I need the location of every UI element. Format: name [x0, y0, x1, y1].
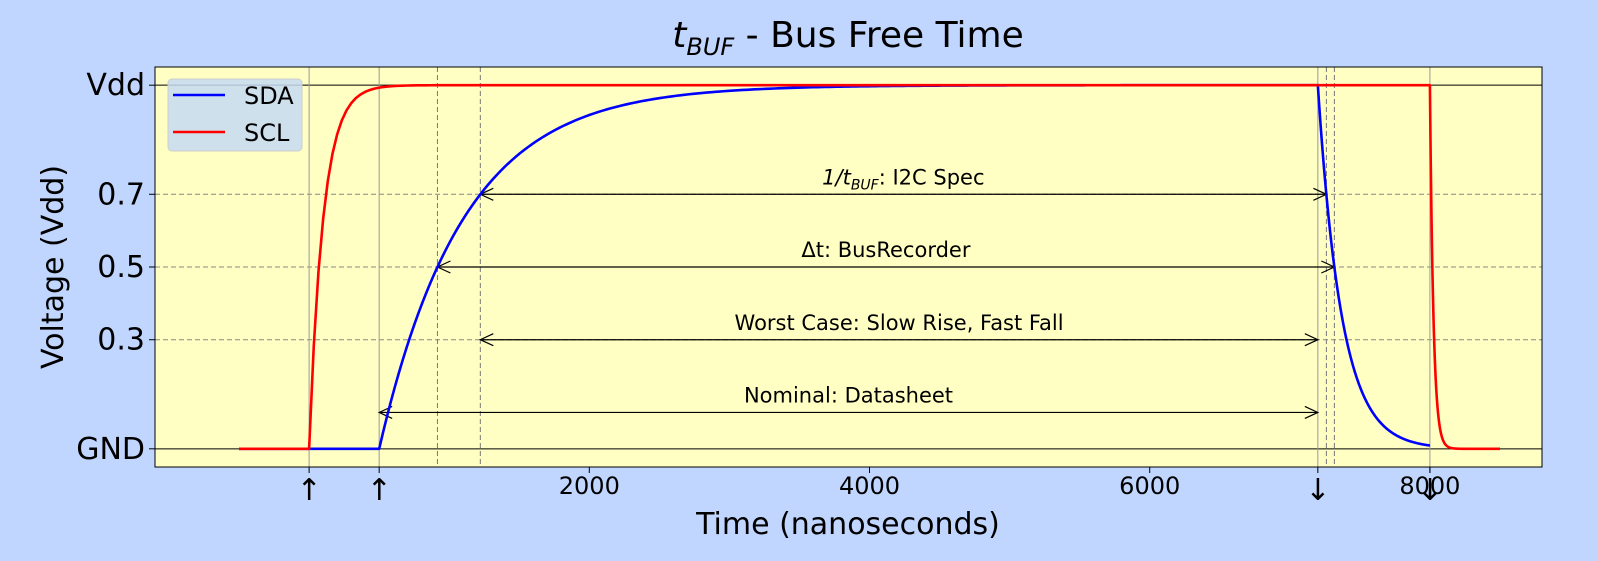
arrow-head-right	[1304, 405, 1320, 419]
chart-title: tBUF - Bus Free Time	[672, 15, 1024, 61]
annotation-label: 1/tBUF: I2C Spec	[822, 165, 984, 193]
axis-ticks: GND 0.3 0.5 0.7 Vdd 2000 4000 6000 8000 ↑ ↑ ↓ ↓	[76, 68, 1460, 508]
y-axis-label: Voltage (Vdd)	[36, 165, 71, 369]
title-rest: - Bus Free Time	[734, 15, 1024, 56]
y-tick-label: GND	[76, 432, 145, 467]
legend-scl-label: SCL	[244, 119, 290, 147]
x-tick-label: 6000	[1119, 472, 1180, 500]
arrow-head-right	[1304, 333, 1320, 347]
x-tick-label: 4000	[839, 472, 900, 500]
arrow-head-left	[478, 333, 494, 347]
edge-marker: ↑	[297, 473, 322, 508]
edge-marker: ↓	[1417, 473, 1442, 508]
annotation-label: Worst Case: Slow Rise, Fast Fall	[735, 311, 1064, 335]
y-tick-label: 0.5	[97, 250, 145, 285]
annotation-label: Δt: BusRecorder	[801, 238, 970, 262]
legend-sda-label: SDA	[244, 82, 294, 110]
annotations: 1/tBUF: I2C Spec Δt: BusRecorder Worst Cas…	[377, 165, 1336, 419]
series-line-scl	[239, 83, 1501, 451]
x-tick-label: 2000	[559, 472, 620, 500]
edge-marker: ↑	[367, 473, 392, 508]
y-tick-label: Vdd	[86, 68, 145, 103]
legend: SDA SCL	[167, 78, 303, 152]
x-axis-label: Time (nanoseconds)	[695, 507, 1000, 542]
series-lines	[239, 83, 1501, 451]
y-tick-label: 0.7	[97, 177, 145, 212]
annotation-label: Nominal: Datasheet	[744, 384, 953, 408]
x-tick-label: 8000	[1399, 472, 1460, 500]
title-main: t	[672, 15, 688, 56]
title-subscript: BUF	[686, 33, 735, 61]
edge-marker: ↓	[1305, 473, 1330, 508]
y-tick-label: 0.3	[97, 323, 145, 358]
